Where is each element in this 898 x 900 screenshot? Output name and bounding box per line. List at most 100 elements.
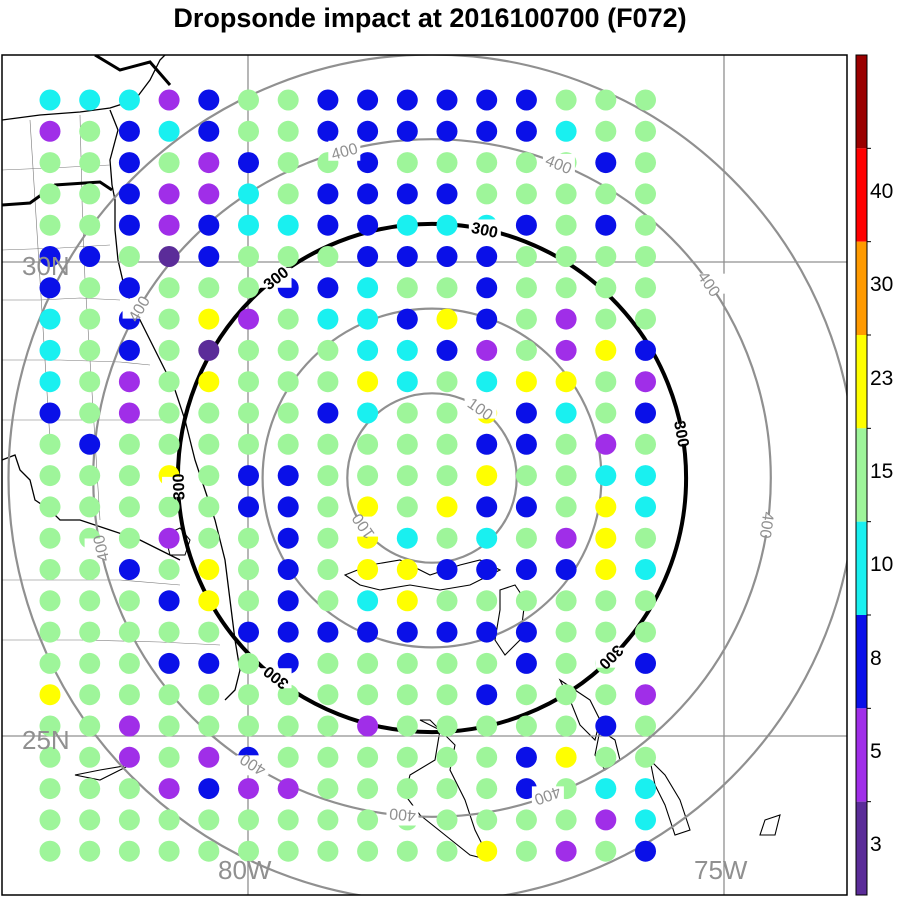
impact-dot xyxy=(357,152,379,174)
impact-dot xyxy=(198,809,220,831)
impact-dot xyxy=(595,120,617,142)
impact-dot xyxy=(277,433,299,455)
impact-dot xyxy=(595,621,617,643)
impact-dot xyxy=(357,746,379,768)
colorbar-segment xyxy=(856,801,867,895)
impact-dot xyxy=(158,621,180,643)
impact-dot xyxy=(515,621,537,643)
impact-dot xyxy=(515,652,537,674)
impact-dot xyxy=(476,308,498,330)
impact-dot xyxy=(118,652,140,674)
impact-dot xyxy=(476,89,498,111)
impact-dot xyxy=(595,89,617,111)
impact-dot xyxy=(396,371,418,393)
impact-dot xyxy=(515,496,537,518)
impact-dot xyxy=(396,308,418,330)
impact-dot xyxy=(158,308,180,330)
impact-dot xyxy=(118,496,140,518)
impact-dot xyxy=(396,465,418,487)
impact-dot xyxy=(277,590,299,612)
impact-dot xyxy=(396,621,418,643)
impact-dot xyxy=(515,183,537,205)
impact-dot xyxy=(277,183,299,205)
impact-dot xyxy=(118,715,140,737)
impact-dot xyxy=(79,308,101,330)
impact-dot xyxy=(238,152,259,174)
impact-dot xyxy=(357,308,379,330)
impact-dot xyxy=(79,840,101,862)
impact-dot xyxy=(198,433,220,455)
impact-dot xyxy=(635,684,656,706)
impact-dot xyxy=(396,339,418,361)
impact-dot xyxy=(118,746,140,768)
impact-dot xyxy=(555,621,577,643)
impact-dot xyxy=(317,715,339,737)
impact-dot xyxy=(158,652,180,674)
impact-dot xyxy=(118,778,140,800)
impact-dot xyxy=(198,371,220,393)
impact-dot xyxy=(79,778,101,800)
impact-dot xyxy=(357,559,379,580)
impact-dot xyxy=(198,778,220,800)
impact-dot xyxy=(277,371,299,393)
impact-dot xyxy=(396,559,418,580)
impact-dot xyxy=(595,152,617,174)
ring-label-background xyxy=(468,219,501,240)
ring-label-background xyxy=(464,398,497,419)
impact-dot xyxy=(118,809,140,831)
impact-dot xyxy=(79,339,101,361)
impact-dot xyxy=(118,840,140,862)
impact-dot xyxy=(357,402,379,424)
impact-dot xyxy=(396,527,418,549)
impact-dot xyxy=(436,684,458,706)
impact-dot xyxy=(555,559,577,580)
impact-dot xyxy=(396,89,418,111)
impact-dot xyxy=(635,246,656,267)
impact-dot xyxy=(158,590,180,612)
impact-dot xyxy=(317,371,339,393)
lon-label-80w: 80W xyxy=(218,855,272,885)
impact-dot xyxy=(317,465,339,487)
colorbar-segment xyxy=(856,615,867,709)
impact-dot xyxy=(436,652,458,674)
impact-dot xyxy=(158,809,180,831)
impact-dot xyxy=(515,120,537,142)
impact-dot xyxy=(436,120,458,142)
impact-dot xyxy=(555,684,577,706)
impact-dot xyxy=(79,746,101,768)
impact-dot xyxy=(238,715,259,737)
colorbar xyxy=(855,54,871,896)
ring-label-background xyxy=(236,755,269,776)
impact-dot xyxy=(79,559,101,580)
impact-dot xyxy=(317,339,339,361)
colorbar-segment xyxy=(856,521,867,615)
impact-dot xyxy=(357,433,379,455)
impact-dot xyxy=(357,246,379,267)
impact-dot xyxy=(277,152,299,174)
impact-dot xyxy=(515,246,537,267)
impact-dot xyxy=(198,214,220,236)
ring-label-300: 300 xyxy=(171,473,189,500)
impact-dot xyxy=(515,684,537,706)
impact-dot xyxy=(238,809,259,831)
impact-dot xyxy=(555,715,577,737)
impact-dot xyxy=(635,465,656,487)
colorbar-label: 23 xyxy=(870,366,894,390)
impact-dot xyxy=(238,433,259,455)
impact-dot xyxy=(635,840,656,862)
impact-dot xyxy=(39,465,61,487)
colorbar-frame xyxy=(855,54,868,896)
impact-dot xyxy=(317,590,339,612)
impact-dot xyxy=(238,120,259,142)
impact-dot xyxy=(198,402,220,424)
impact-dot xyxy=(595,183,617,205)
impact-dot xyxy=(476,371,498,393)
impact-dot xyxy=(238,684,259,706)
impact-dot xyxy=(238,621,259,643)
impact-dot xyxy=(118,152,140,174)
impact-dot xyxy=(436,371,458,393)
impact-dot xyxy=(277,778,299,800)
impact-dot xyxy=(238,308,259,330)
impact-dot xyxy=(158,840,180,862)
impact-dot xyxy=(198,652,220,674)
